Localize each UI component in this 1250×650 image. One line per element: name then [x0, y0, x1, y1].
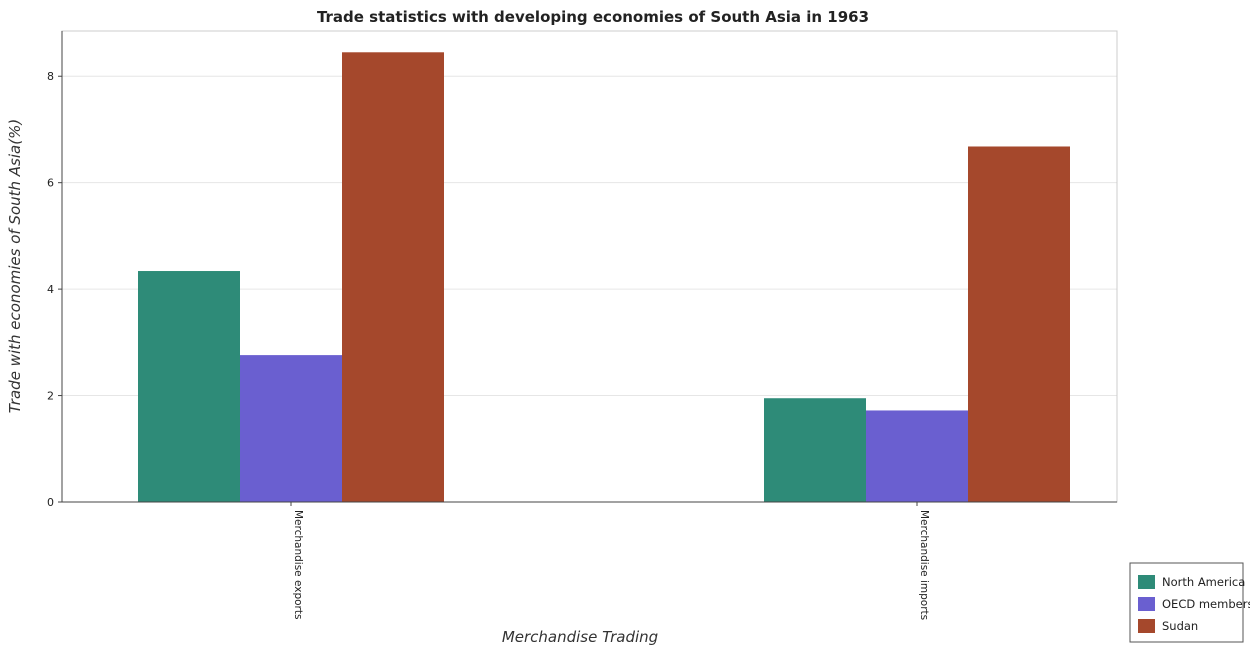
bar-1-2	[968, 146, 1070, 502]
y-tick-label-3: 6	[47, 177, 54, 190]
x-axis-title: Merchandise Trading	[502, 628, 658, 646]
y-tick-label-0: 0	[47, 496, 54, 509]
y-tick-label-2: 4	[47, 283, 54, 296]
legend-label-2: Sudan	[1162, 619, 1198, 633]
bar-0-1	[240, 355, 342, 502]
chart-title: Trade statistics with developing economi…	[317, 8, 869, 26]
legend-label-1: OECD members	[1162, 597, 1250, 611]
y-tick-label-1: 2	[47, 390, 54, 403]
legend: North America OECD members Sudan	[1129, 562, 1250, 643]
legend-swatch-1	[1138, 597, 1155, 611]
bar-0-0	[138, 271, 240, 502]
bar-1-0	[764, 398, 866, 502]
bars	[138, 52, 1070, 502]
y-axis-ticks: 0 2 4 6 8	[47, 70, 62, 509]
bar-0-2	[342, 52, 444, 502]
legend-label-0: North America	[1162, 575, 1245, 589]
y-tick-label-4: 8	[47, 70, 54, 83]
x-category-label-1: Merchandise imports	[918, 510, 930, 620]
y-axis-title: Trade with economies of South Asia(%)	[6, 119, 24, 413]
x-category-label-0: Merchandise exports	[292, 510, 304, 619]
x-axis-categories: Merchandise exports Merchandise imports	[290, 502, 930, 620]
legend-swatch-2	[1138, 619, 1155, 633]
legend-swatch-0	[1138, 575, 1155, 589]
bar-1-1	[866, 410, 968, 502]
